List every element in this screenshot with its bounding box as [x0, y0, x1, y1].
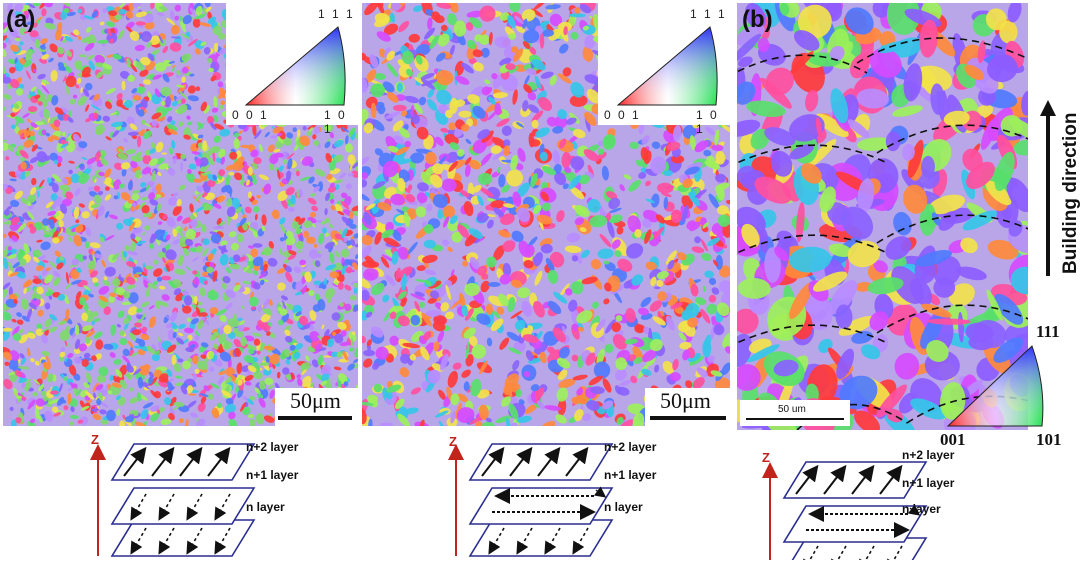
ipf-label-001: 0 0 1	[604, 108, 641, 122]
ipf-color-key-3	[940, 340, 1050, 450]
layer-label-n1-2: n+1 layer	[604, 468, 657, 482]
ipf-label-001: 0 0 1	[232, 108, 269, 122]
ipf-label-111: 1 1 1	[690, 7, 727, 21]
ipf-label-111-b: 111	[1036, 322, 1060, 341]
ipf-label-101: 1 0 1	[696, 108, 719, 136]
layer-label-n1-3: n+1 layer	[902, 476, 955, 490]
ipf-color-key-1: 1 1 1 0 0 1 1 0 1	[226, 3, 358, 136]
ebsd-map-3	[737, 3, 1028, 430]
layer-label-n1-1: n+1 layer	[246, 468, 299, 482]
scale-bar-1	[278, 416, 352, 420]
ebsd-grain-texture-3	[737, 3, 1028, 430]
ipf-color-key-2: 1 1 1 0 0 1 1 0 1	[598, 3, 730, 136]
layer-label-n-1: n layer	[246, 500, 285, 514]
scan-strategy-schematic-2	[448, 443, 614, 557]
z-axis-label-2: Z	[449, 434, 457, 449]
scale-bar-2	[650, 416, 726, 420]
ipf-label-001-b: 001	[940, 430, 966, 449]
layer-label-n2-3: n+2 layer	[902, 448, 955, 462]
layer-label-n-2: n layer	[604, 500, 643, 514]
ipf-label-101: 1 0 1	[324, 108, 347, 136]
ipf-triangle-3	[946, 345, 1044, 427]
scale-box-3	[740, 400, 850, 426]
scan-strategy-schematic-3	[762, 461, 928, 560]
building-direction-label: Building direction	[1060, 112, 1080, 275]
layer-label-n2-1: n+2 layer	[246, 440, 299, 454]
ipf-label-111: 1 1 1	[318, 7, 355, 21]
panel-label-a: (a)	[6, 6, 36, 33]
panel-label-b: (b)	[742, 6, 773, 33]
layer-label-n-3: n layer	[902, 502, 941, 516]
ipf-label-101-b: 101	[1036, 430, 1062, 449]
z-axis-label-3: Z	[762, 450, 770, 465]
layer-label-n2-2: n+2 layer	[604, 440, 657, 454]
ipf-triangle-2	[616, 26, 718, 106]
scale-bar-label-3: 50 um	[778, 404, 806, 415]
scale-bar-label-1: 50μm	[290, 388, 341, 413]
z-axis-label-1: Z	[91, 432, 99, 447]
ipf-triangle-1	[244, 26, 346, 106]
scale-bar-label-2: 50μm	[660, 388, 711, 413]
scale-bar-3	[746, 418, 844, 420]
building-direction-arrow	[1040, 100, 1056, 276]
scan-strategy-schematic-1	[90, 443, 256, 557]
